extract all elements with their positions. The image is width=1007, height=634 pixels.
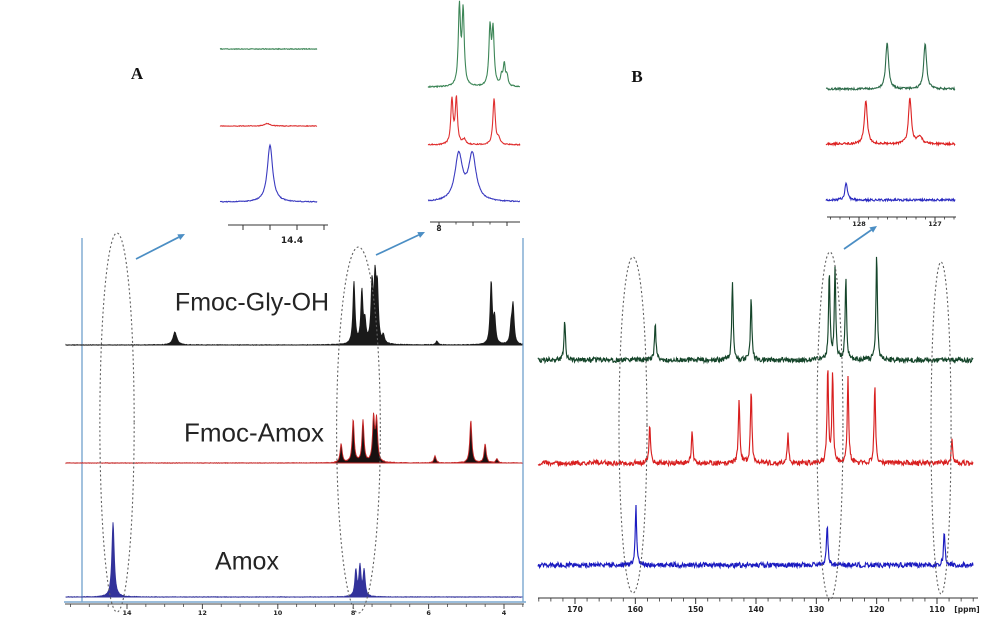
b-main-trace-fmoc-gly-oh xyxy=(537,256,974,365)
b-inset-trace-amox xyxy=(825,181,956,203)
axis-tick-label: 130 xyxy=(808,605,825,614)
axis-tick-label: 10 xyxy=(273,609,283,617)
a-main-trace-fmoc-gly-oh xyxy=(65,264,523,346)
axis-tick-label: 8 xyxy=(436,224,442,233)
b-main-trace-amox xyxy=(537,504,974,570)
zoom-arrow-icon xyxy=(375,232,425,256)
axis-tick-label: 14.4 xyxy=(280,236,304,246)
axis-tick-label: 170 xyxy=(567,605,583,614)
b-inset-trace-fmoc-gly-oh xyxy=(825,42,956,92)
compound-label-amox: Amox xyxy=(215,547,279,576)
axis-tick-label: 150 xyxy=(687,605,704,614)
a-inset-right-trace-fmoc-amox xyxy=(427,95,521,146)
highlight-ellipse-annotation xyxy=(816,251,844,601)
axis-tick-label: 8 xyxy=(350,609,356,617)
highlight-ellipse-annotation xyxy=(336,246,381,614)
axis-tick-label: 160 xyxy=(627,605,644,614)
zoom-arrow-icon xyxy=(135,234,185,260)
axis-tick-label: 128 xyxy=(852,220,866,228)
a-main-trace-fmoc-amox xyxy=(65,412,523,465)
highlight-ellipse-annotation xyxy=(930,261,952,595)
b-inset-trace-fmoc-amox xyxy=(825,97,956,147)
a-inset-left-trace-fmoc-gly-oh xyxy=(219,47,318,51)
a-inset-left-trace-amox xyxy=(219,143,318,203)
zoom-arrow-icon xyxy=(843,226,877,250)
axis-tick-label: 14 xyxy=(122,609,132,617)
compound-label-fmoc-gly-oh: Fmoc-Gly-OH xyxy=(174,288,330,317)
panel-b-letter: B xyxy=(631,67,643,86)
compound-label-fmoc-amox: Fmoc-Amox xyxy=(183,417,325,448)
axis-tick-label: 12 xyxy=(197,609,207,617)
b-main-trace-fmoc-amox xyxy=(537,370,974,468)
a-inset-right-trace-amox xyxy=(427,150,520,203)
axis-tick-label: 110 xyxy=(929,605,945,614)
axis-tick-label: 140 xyxy=(748,605,764,614)
a-inset-right-trace-fmoc-gly-oh xyxy=(427,0,521,89)
axis-tick-label: 4 xyxy=(501,609,507,617)
highlight-ellipse-annotation xyxy=(618,256,648,594)
highlight-ellipse-annotation xyxy=(99,232,135,613)
axis-unit-label: [ppm] xyxy=(954,605,980,614)
a-main-trace-amox xyxy=(65,522,523,599)
axis-tick-label: 127 xyxy=(928,220,942,228)
axis-tick-label: 6 xyxy=(426,609,431,617)
a-inset-left-trace-fmoc-amox xyxy=(219,122,318,128)
axis-tick-label: 120 xyxy=(868,605,885,614)
panel-a-letter: A xyxy=(130,64,144,83)
